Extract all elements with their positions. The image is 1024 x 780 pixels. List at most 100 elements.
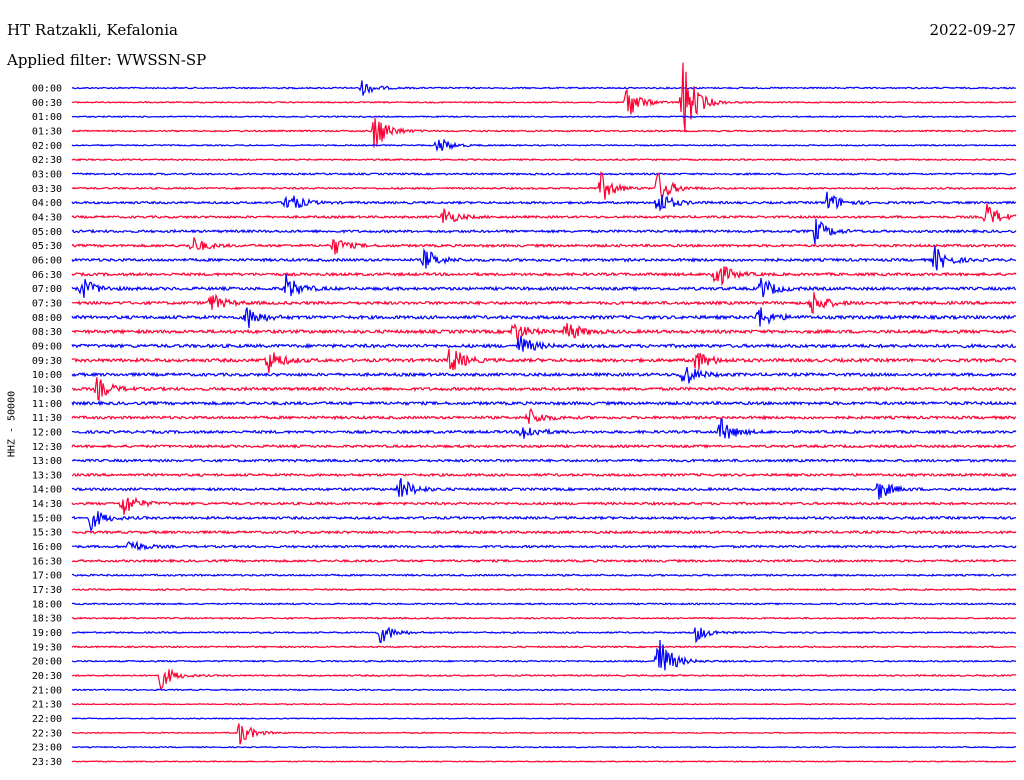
row-time-label: 14:30	[32, 499, 62, 510]
row-time-label: 08:30	[32, 327, 62, 338]
seismic-trace-row	[72, 418, 1017, 439]
seismic-trace-row	[71, 472, 1017, 478]
seismic-trace-row	[71, 237, 1017, 255]
seismic-trace-row	[71, 245, 1017, 271]
row-time-label: 12:30	[32, 442, 62, 453]
row-time-label: 01:00	[32, 112, 62, 123]
seismic-trace-row	[71, 511, 1017, 533]
seismic-trace-row	[71, 529, 1017, 535]
seismic-trace-row	[71, 273, 1017, 298]
row-time-label: 03:00	[32, 169, 62, 180]
seismic-trace-row	[71, 668, 1017, 691]
filter-label: Applied filter: WWSSN-SP	[7, 51, 207, 69]
seismic-trace-row	[71, 458, 1017, 464]
seismic-trace-row	[71, 760, 1017, 763]
seismic-trace-row	[71, 80, 1017, 96]
row-time-label: 02:00	[32, 141, 62, 152]
seismic-trace-row	[71, 688, 1017, 692]
seismic-trace-row	[71, 335, 1017, 352]
seismic-trace-row	[71, 645, 1017, 649]
seismic-trace-row	[71, 745, 1017, 749]
seismic-trace-row	[71, 366, 1017, 384]
row-time-label: 16:30	[32, 556, 62, 567]
row-time-label: 17:00	[32, 571, 62, 582]
seismic-trace-row	[71, 139, 1017, 153]
row-time-label: 19:00	[32, 628, 62, 639]
row-time-label: 23:30	[32, 757, 62, 768]
row-time-label: 19:30	[32, 642, 62, 653]
seismic-trace-row	[71, 626, 1017, 644]
row-time-label: 13:30	[32, 470, 62, 481]
seismic-trace-row	[71, 702, 1016, 706]
seismic-trace-row	[71, 717, 1017, 720]
row-time-label: 12:00	[32, 427, 62, 438]
seismic-trace-row	[71, 616, 1017, 620]
row-time-label: 06:30	[32, 270, 62, 281]
row-time-label: 15:00	[32, 513, 62, 524]
seismic-trace-row	[71, 115, 1017, 119]
seismic-trace-row	[71, 191, 1017, 212]
seismic-trace-row	[71, 292, 1017, 315]
seismic-trace-row	[71, 218, 1017, 245]
station-title: HT Ratzakli, Kefalonia	[7, 21, 178, 39]
row-time-label: 18:30	[32, 614, 62, 625]
seismic-trace-row	[71, 62, 1016, 132]
row-time-label: 04:00	[32, 198, 62, 209]
row-time-label: 04:30	[32, 212, 62, 223]
row-time-label: 20:00	[32, 657, 62, 668]
seismic-trace-row	[71, 157, 1017, 162]
row-time-label: 20:30	[32, 671, 62, 682]
row-time-label: 05:00	[32, 227, 62, 238]
seismic-trace-row	[72, 540, 1017, 552]
seismic-trace-row	[71, 323, 1017, 342]
row-time-label: 21:30	[32, 700, 62, 711]
plot-date: 2022-09-27	[929, 21, 1016, 39]
row-time-label: 17:30	[32, 585, 62, 596]
seismic-trace-row	[71, 203, 1017, 223]
row-time-label: 02:30	[32, 155, 62, 166]
row-time-label: 11:00	[32, 399, 62, 410]
row-time-label: 06:00	[32, 255, 62, 266]
seismic-trace-row	[71, 172, 1017, 176]
row-time-label: 10:00	[32, 370, 62, 381]
seismic-trace-row	[71, 266, 1017, 287]
row-time-label: 08:00	[32, 313, 62, 324]
row-time-label: 07:30	[32, 298, 62, 309]
row-time-label: 10:30	[32, 384, 62, 395]
row-time-label: 18:00	[32, 599, 62, 610]
row-time-label: 22:30	[32, 728, 62, 739]
row-time-label: 03:30	[32, 184, 62, 195]
seismic-trace-row	[71, 639, 1017, 671]
seismic-trace-row	[71, 443, 1017, 449]
seismic-trace-row	[71, 573, 1017, 578]
seismic-trace-row	[71, 307, 1017, 329]
row-time-label: 05:30	[32, 241, 62, 252]
row-time-label: 01:30	[32, 126, 62, 137]
seismic-trace-row	[71, 400, 1017, 407]
row-time-label: 14:00	[32, 485, 62, 496]
row-time-label: 09:00	[32, 341, 62, 352]
seismic-trace-row	[71, 348, 1017, 374]
seismic-trace-row	[71, 377, 1017, 402]
seismic-trace-row	[71, 117, 1017, 148]
seismic-trace-row	[71, 558, 1017, 564]
row-time-label: 21:00	[32, 685, 62, 696]
seismic-trace-row	[71, 723, 1017, 745]
seismic-trace-row	[71, 478, 1017, 500]
seismic-trace-row	[71, 587, 1017, 592]
row-time-label: 15:30	[32, 528, 62, 539]
seismic-trace-row	[71, 171, 1017, 201]
row-time-label: 11:30	[32, 413, 62, 424]
row-time-label: 22:00	[32, 714, 62, 725]
seismic-trace-row	[71, 407, 1017, 424]
row-time-label: 23:00	[32, 743, 62, 754]
row-time-label: 13:00	[32, 456, 62, 467]
seismic-trace-row	[71, 496, 1017, 515]
seismic-trace-row	[71, 602, 1017, 606]
row-time-label: 16:00	[32, 542, 62, 553]
row-time-label: 09:30	[32, 356, 62, 367]
row-time-label: 00:30	[32, 98, 62, 109]
row-time-label: 00:00	[32, 84, 62, 95]
row-time-label: 07:00	[32, 284, 62, 295]
